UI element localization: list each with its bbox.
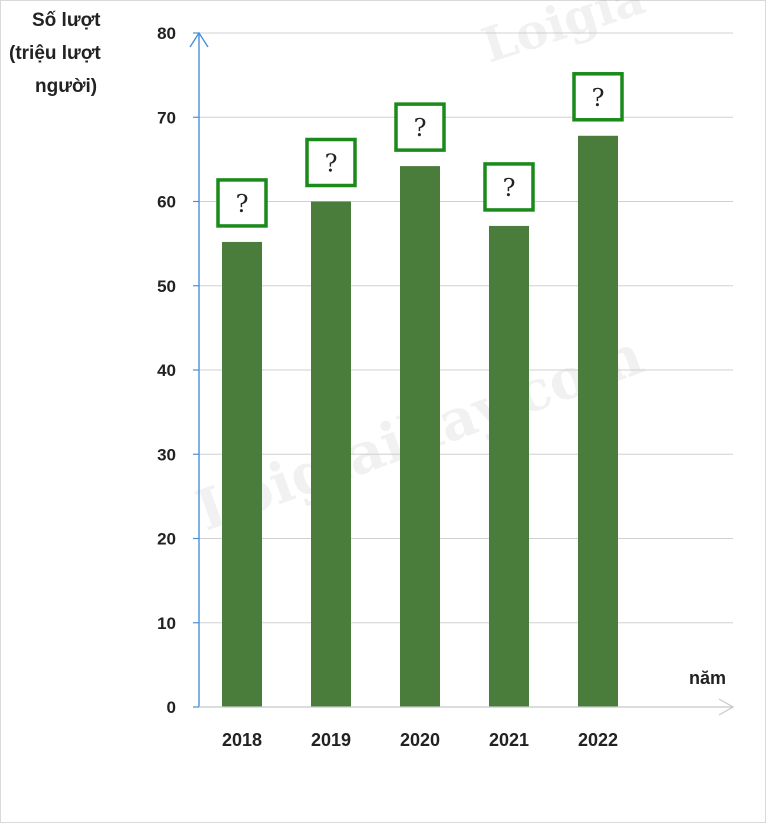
data-label-2022: ? <box>592 84 605 112</box>
data-label-box-2022 <box>572 72 624 122</box>
x-tick-label-2022: 2022 <box>578 730 618 750</box>
bar-2018 <box>222 241 262 707</box>
y-tick-label: 30 <box>157 445 176 464</box>
y-tick-label: 20 <box>157 530 176 549</box>
y-tick-label: 40 <box>157 361 176 380</box>
y-tick-label: 60 <box>157 193 176 212</box>
y-axis-title-line-2: (triệu lượt <box>9 43 101 64</box>
data-label-2021: ? <box>503 174 516 202</box>
y-axis-title-line-3: người) <box>35 76 98 97</box>
x-tick-label-2019: 2019 <box>311 730 351 750</box>
x-axis-title: năm <box>689 668 726 688</box>
bars <box>222 135 618 708</box>
data-label-2018: ? <box>236 190 249 218</box>
x-tick-label-2018: 2018 <box>222 730 262 750</box>
y-tick-label: 80 <box>157 24 176 43</box>
bar-2019 <box>311 201 351 707</box>
data-label-2020: ? <box>414 114 427 142</box>
bar-2022 <box>578 135 618 707</box>
x-axis-arrow <box>718 698 735 716</box>
axes <box>189 31 735 716</box>
data-label-box-2018 <box>216 178 268 228</box>
x-tick-labels: 2018 2019 2020 2021 2022 <box>222 730 618 750</box>
y-axis-title-line-1: Số lượt <box>32 10 101 31</box>
bar-2020 <box>400 166 440 708</box>
y-tick-labels: 0 10 20 30 40 50 60 70 80 <box>157 24 199 717</box>
x-tick-label-2020: 2020 <box>400 730 440 750</box>
data-label-box-2021 <box>483 162 535 212</box>
data-label-box-2019 <box>305 137 357 188</box>
y-tick-label: 10 <box>157 614 176 633</box>
y-tick-label: 70 <box>157 108 176 127</box>
grid-lines <box>199 32 733 624</box>
data-label-box-2020 <box>394 102 446 152</box>
data-label-2019: ? <box>325 150 338 178</box>
data-labels: ????? <box>216 72 624 228</box>
bar-2021 <box>489 225 529 707</box>
y-tick-label: 0 <box>167 698 176 717</box>
x-tick-label-2021: 2021 <box>489 730 529 750</box>
y-tick-label: 50 <box>157 277 176 296</box>
